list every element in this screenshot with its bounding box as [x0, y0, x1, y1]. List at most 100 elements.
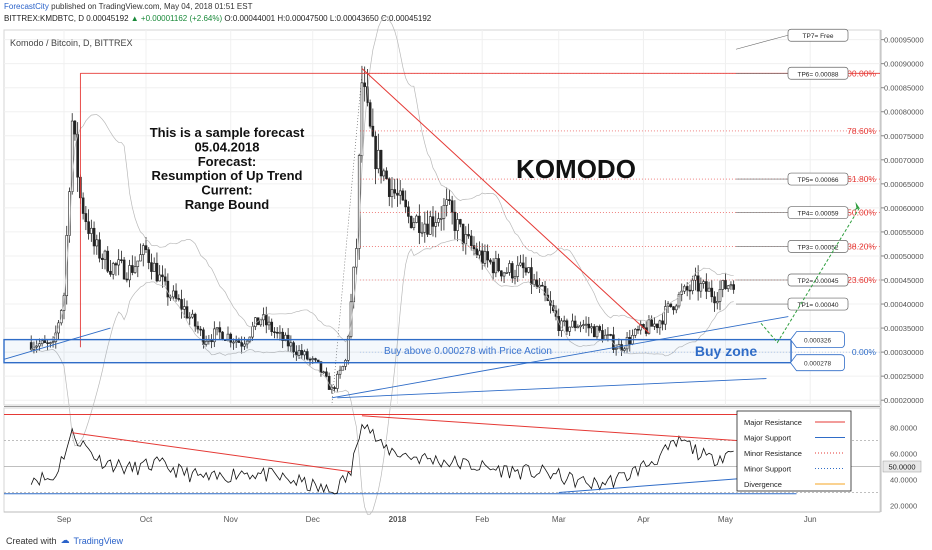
forecast-note-line: Resumption of Up Trend: [152, 168, 303, 183]
rsi-tick-label: 60.0000: [890, 450, 917, 459]
candle-body: [114, 263, 118, 266]
candle-body: [434, 222, 438, 227]
candle-body: [38, 343, 41, 347]
candle-body: [467, 234, 470, 237]
x-tick-label: Oct: [140, 515, 153, 524]
candle-body: [475, 248, 479, 256]
rsi-tick-label: 40.0000: [890, 476, 917, 485]
candle-body: [322, 371, 325, 374]
candle-body: [81, 197, 85, 214]
candle-body: [144, 245, 148, 251]
candle-body: [715, 301, 719, 304]
forecast-arrow-head: [853, 201, 860, 211]
candle-body: [532, 279, 536, 285]
x-tick-label: Nov: [224, 515, 238, 524]
candle-body: [557, 316, 561, 332]
candle-body: [404, 199, 407, 208]
candle-body: [76, 133, 79, 178]
candle-body: [650, 319, 653, 327]
candle-body: [161, 274, 164, 278]
target-label: TP4= 0.00059: [797, 211, 838, 218]
candle-body: [73, 120, 77, 135]
candle-body: [707, 287, 711, 292]
candle-body: [308, 358, 312, 361]
fib-label: 61.80%: [847, 174, 876, 184]
target-label: TP6= 0.00088: [797, 71, 838, 78]
rsi-tick-label: 20.0000: [890, 502, 917, 511]
forecast-note-line: Current:: [201, 183, 252, 198]
candle-body: [54, 332, 58, 342]
candle-body: [300, 350, 304, 356]
candle-body: [677, 294, 681, 307]
candle-body: [229, 333, 233, 343]
candle-body: [120, 259, 123, 262]
candle-body: [527, 267, 530, 273]
candle-body: [456, 219, 459, 231]
y-tick-label: 0.00075000: [884, 132, 924, 141]
buy-zone-low-label-tag: [790, 354, 845, 372]
legend-label: Divergence: [744, 480, 782, 489]
candle-body: [516, 264, 520, 277]
candle-body: [174, 290, 178, 299]
candle-body: [314, 358, 317, 361]
rsi-trendline-resistance-right: [361, 415, 797, 445]
support-trendline-low: [337, 378, 767, 399]
candle-body: [90, 227, 93, 234]
candle-body: [396, 192, 399, 196]
fib-label: 38.20%: [847, 241, 876, 251]
candle-body: [409, 216, 413, 228]
candle-body: [40, 340, 44, 345]
rsi-value-badge-box: [882, 460, 922, 473]
candle-body: [461, 223, 465, 245]
candle-body: [601, 330, 604, 341]
candle-body: [647, 319, 651, 334]
rsi-tick-label: 80.0000: [890, 424, 917, 433]
candle-body: [204, 340, 208, 345]
rsi-marks: Major Resistance Major Support Minor Resis…: [30, 410, 852, 495]
support-trendline-left: [3, 327, 111, 360]
candle-body: [732, 284, 735, 290]
candle-body: [694, 275, 697, 281]
candle-body: [305, 351, 309, 360]
target-label: TP3= 0.00052: [797, 244, 838, 251]
target-label: TP7= Free: [803, 33, 834, 40]
candle-body: [702, 281, 705, 284]
candle-body: [726, 285, 730, 290]
legend-box: [736, 410, 852, 492]
author-link[interactable]: ForecastCity: [4, 2, 49, 11]
candle-body: [382, 170, 386, 177]
candle-body: [448, 199, 451, 201]
candle-body: [213, 328, 216, 343]
tradingview-link[interactable]: TradingView: [73, 535, 124, 546]
ohlc-values: O:0.00044001 H:0.00047500 L:0.00043650 C…: [224, 14, 432, 23]
candle-body: [139, 254, 142, 262]
candle-body: [582, 324, 585, 326]
candle-body: [521, 262, 525, 269]
y-tick-label: 0.00025000: [884, 372, 924, 381]
candle-body: [385, 170, 388, 180]
candle-body: [349, 301, 353, 337]
candle-body: [237, 340, 241, 343]
fib-label: 0.00%: [852, 347, 877, 357]
candle-body: [497, 258, 500, 272]
candle-body: [426, 223, 429, 235]
candle-body: [445, 199, 448, 206]
candle-body: [158, 274, 161, 282]
candle-body: [338, 369, 342, 375]
candle-body: [565, 320, 569, 332]
candle-body: [387, 178, 391, 197]
main-marks: [29, 16, 735, 515]
candle-body: [275, 331, 279, 334]
main-pane-frame: [3, 29, 881, 406]
forecast-note-line: 05.04.2018: [194, 139, 259, 154]
publish-line: ForecastCity published on TradingView.co…: [4, 2, 252, 11]
y-tick-label: 0.00080000: [884, 108, 924, 117]
candle-body: [125, 278, 129, 281]
candle-body: [491, 261, 495, 274]
candle-body: [489, 259, 492, 263]
candle-body: [664, 306, 667, 325]
support-trendline-long: [331, 316, 789, 399]
candle-body: [464, 234, 468, 245]
x-tick-label: Dec: [306, 515, 320, 524]
